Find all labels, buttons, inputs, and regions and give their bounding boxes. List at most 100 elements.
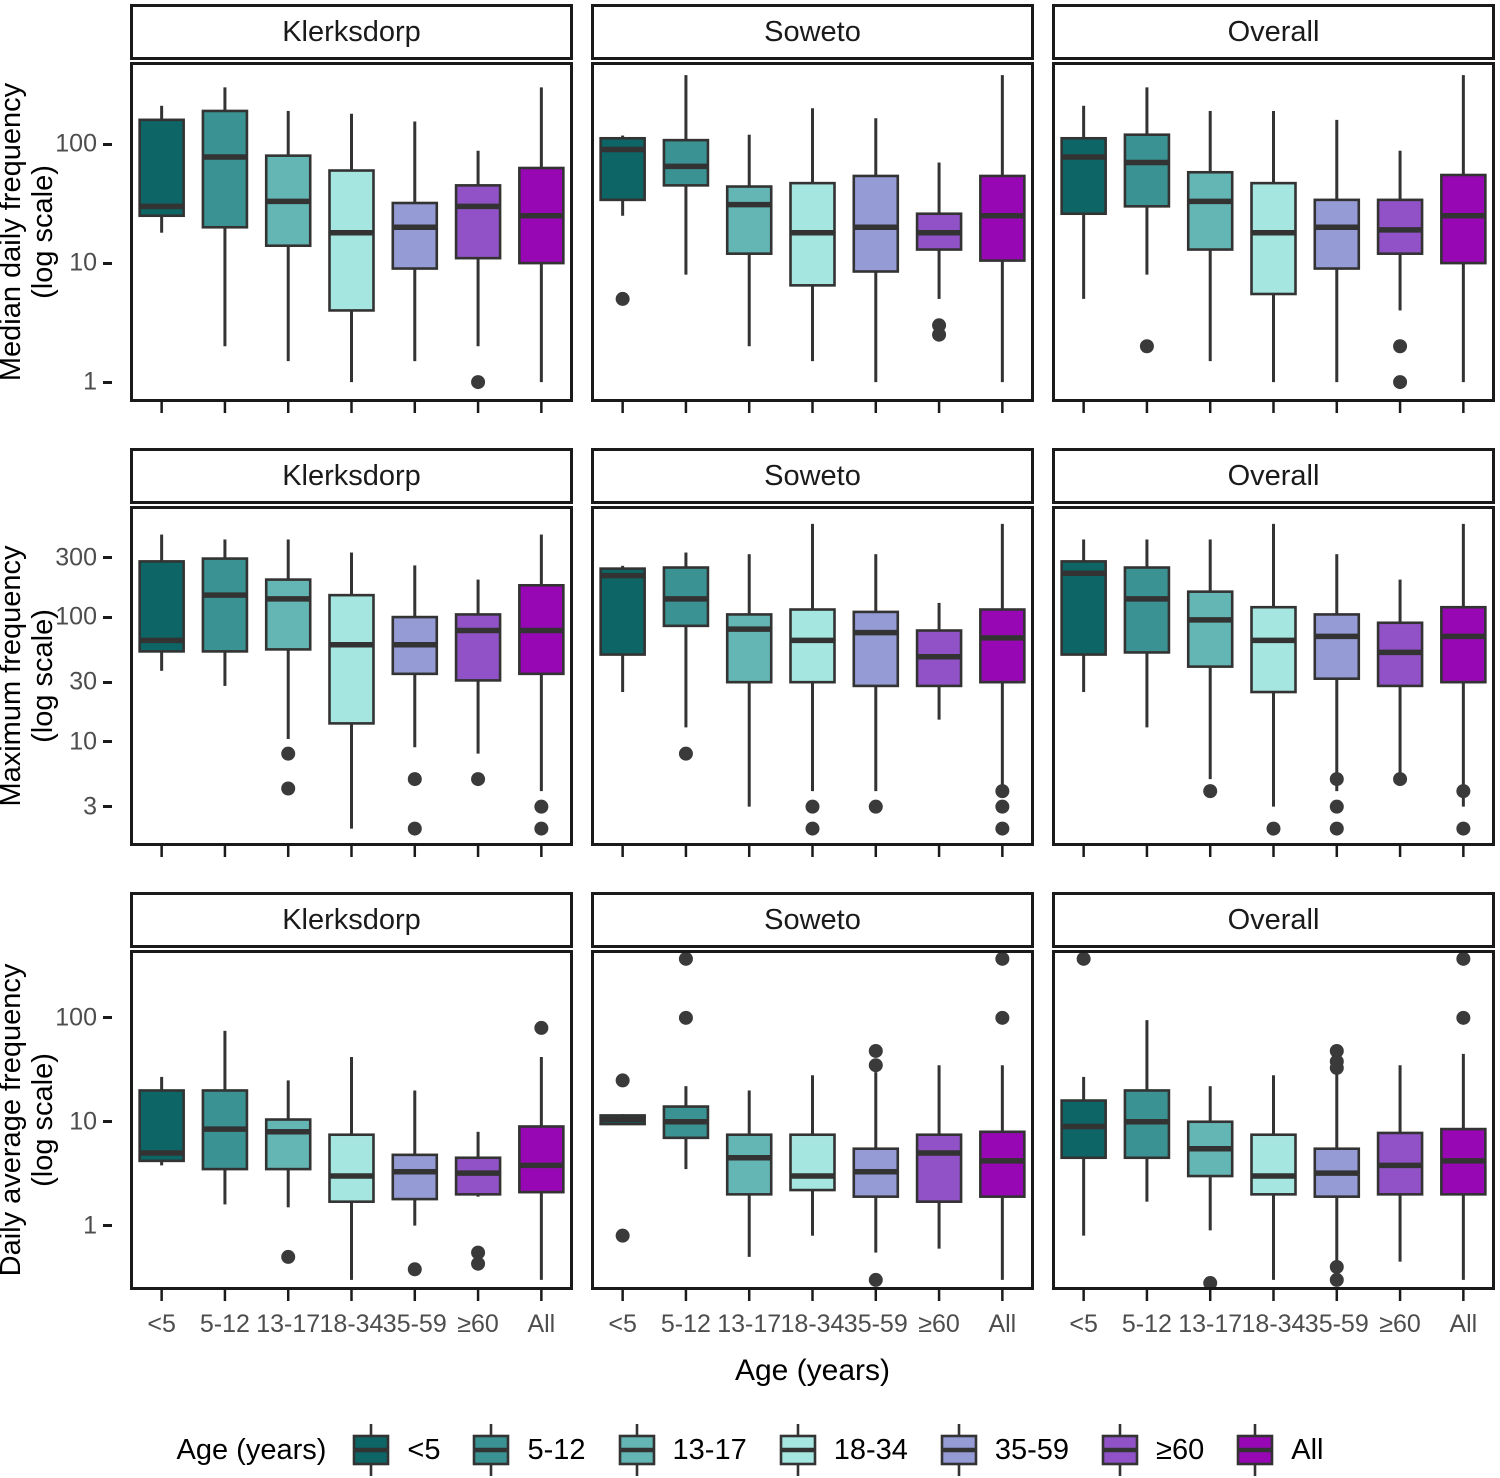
outlier-point bbox=[868, 1272, 883, 1287]
legend-key-boxplot-icon bbox=[473, 1424, 510, 1476]
x-axis-title: Age (years) bbox=[734, 1354, 891, 1387]
x-tick-label: 35-59 bbox=[1305, 1310, 1369, 1338]
y-tick-mark bbox=[103, 380, 112, 384]
outlier-point bbox=[995, 784, 1010, 799]
x-tick-label: 5-12 bbox=[200, 1310, 250, 1338]
facet-strip: Soweto bbox=[591, 448, 1034, 504]
outlier-point bbox=[1456, 784, 1471, 799]
panel-border bbox=[1052, 62, 1495, 402]
legend-title: Age (years) bbox=[176, 1433, 327, 1466]
facet-strip: Overall bbox=[1052, 892, 1495, 948]
box bbox=[852, 174, 900, 273]
x-tick-label: ≥60 bbox=[918, 1310, 960, 1338]
box bbox=[789, 1133, 836, 1192]
y-tick-mark bbox=[103, 1120, 112, 1124]
box bbox=[662, 138, 710, 187]
box bbox=[1186, 170, 1234, 251]
y-tick-label: 300 bbox=[55, 543, 97, 572]
legend-item: <5 bbox=[350, 1422, 440, 1478]
panel-border bbox=[130, 950, 573, 1290]
boxplot-panel-median-overall bbox=[1052, 62, 1495, 413]
x-tick-label: All bbox=[527, 1310, 555, 1338]
outlier-point bbox=[534, 1020, 549, 1035]
box bbox=[725, 1133, 773, 1196]
box bbox=[979, 608, 1026, 684]
facet-average-klerksdorp: Klerksdorp <5 5-12 13-17 18-34 35-59 ≥60 All bbox=[130, 892, 573, 1348]
facet-strip: Soweto bbox=[591, 892, 1034, 948]
x-tick-label: ≥60 bbox=[457, 1310, 499, 1338]
x-tick-label: 5-12 bbox=[1122, 1310, 1172, 1338]
panel-border bbox=[130, 62, 573, 402]
y-tick-label: 1 bbox=[83, 1211, 97, 1240]
facet-average-overall: Overall <5 5-12 13-17 18-34 35-59 ≥60 All bbox=[1052, 892, 1495, 1348]
box bbox=[328, 169, 375, 312]
box bbox=[328, 1133, 375, 1203]
outlier-point bbox=[1329, 1043, 1344, 1058]
x-tick-label: 35-59 bbox=[383, 1310, 447, 1338]
panel-border bbox=[130, 506, 573, 846]
box bbox=[1376, 198, 1424, 255]
outlier-point bbox=[678, 746, 693, 761]
legend-item: 5-12 bbox=[470, 1422, 586, 1478]
y-tick-mark bbox=[103, 615, 112, 619]
outlier-point bbox=[995, 821, 1010, 836]
facet-strip: Klerksdorp bbox=[130, 448, 573, 504]
y-tick-mark bbox=[103, 261, 112, 265]
outlier-point bbox=[805, 799, 820, 814]
y-axis-maximum-frequency: Maximum frequency (log scale) 3 10 30 100 30… bbox=[0, 448, 112, 860]
box bbox=[201, 109, 249, 229]
box bbox=[725, 613, 773, 684]
x-tick-label: 13-17 bbox=[1178, 1310, 1242, 1338]
box bbox=[915, 1133, 963, 1203]
outlier-point bbox=[471, 375, 486, 390]
legend-label: All bbox=[1291, 1433, 1324, 1466]
facet-median-klerksdorp: Klerksdorp bbox=[130, 4, 573, 416]
box bbox=[454, 184, 502, 260]
outlier-point bbox=[1139, 339, 1154, 354]
x-tick-label: All bbox=[988, 1310, 1016, 1338]
facet-strip-label: Klerksdorp bbox=[282, 15, 421, 48]
x-tick-label: ≥60 bbox=[1379, 1310, 1421, 1338]
panel-border bbox=[591, 506, 1034, 846]
boxplot-panel-average-soweto: <5 5-12 13-17 18-34 35-59 ≥60 All bbox=[591, 950, 1034, 1338]
outlier-point bbox=[1203, 784, 1218, 799]
box bbox=[1440, 605, 1487, 684]
x-tick-label: <5 bbox=[1069, 1310, 1098, 1338]
facet-median-soweto: Soweto bbox=[591, 4, 1034, 416]
legend: Age (years) <5 5-12 13-17 18-34 35-59 ≥60 All bbox=[0, 1422, 1500, 1478]
outlier-point bbox=[615, 1228, 630, 1243]
outlier-point bbox=[1329, 1259, 1344, 1274]
y-tick-label: 100 bbox=[55, 1003, 97, 1032]
box bbox=[1060, 560, 1107, 656]
box bbox=[1313, 613, 1361, 680]
y-tick-label: 10 bbox=[69, 1107, 97, 1136]
facet-strip-label: Overall bbox=[1227, 15, 1320, 48]
y-axis-daily-average-frequency: Daily average frequency (log scale) 1 10 1… bbox=[0, 892, 112, 1348]
facet-strip: Klerksdorp bbox=[130, 4, 573, 60]
outlier-point bbox=[281, 746, 296, 761]
outlier-point bbox=[678, 951, 693, 966]
boxplot-panel-maximum-soweto bbox=[591, 506, 1034, 857]
box bbox=[138, 1089, 185, 1163]
outlier-point bbox=[471, 1256, 486, 1271]
y-tick-label: 100 bbox=[55, 129, 97, 158]
box bbox=[264, 1118, 312, 1171]
box bbox=[1250, 605, 1297, 694]
box bbox=[1060, 136, 1107, 216]
box bbox=[1313, 198, 1361, 270]
box bbox=[1123, 566, 1171, 654]
facet-row-maximum-frequency: Maximum frequency (log scale) 3 10 30 100 30… bbox=[0, 448, 1500, 860]
box bbox=[789, 608, 836, 684]
boxplot-panel-median-klerksdorp bbox=[130, 62, 573, 413]
boxplot-panel-average-overall: <5 5-12 13-17 18-34 35-59 ≥60 All bbox=[1052, 950, 1495, 1338]
boxplot-panel-average-klerksdorp: <5 5-12 13-17 18-34 35-59 ≥60 All bbox=[130, 950, 573, 1338]
legend-label: ≥60 bbox=[1156, 1433, 1205, 1466]
x-tick-label: 13-17 bbox=[256, 1310, 320, 1338]
legend-label: 18-34 bbox=[833, 1433, 908, 1466]
outlier-point bbox=[1203, 1276, 1218, 1291]
legend-item: 35-59 bbox=[938, 1422, 1069, 1478]
outlier-point bbox=[615, 1073, 630, 1088]
facet-strip: Klerksdorp bbox=[130, 892, 573, 948]
outlier-point bbox=[932, 327, 947, 342]
outlier-point bbox=[995, 1010, 1010, 1025]
